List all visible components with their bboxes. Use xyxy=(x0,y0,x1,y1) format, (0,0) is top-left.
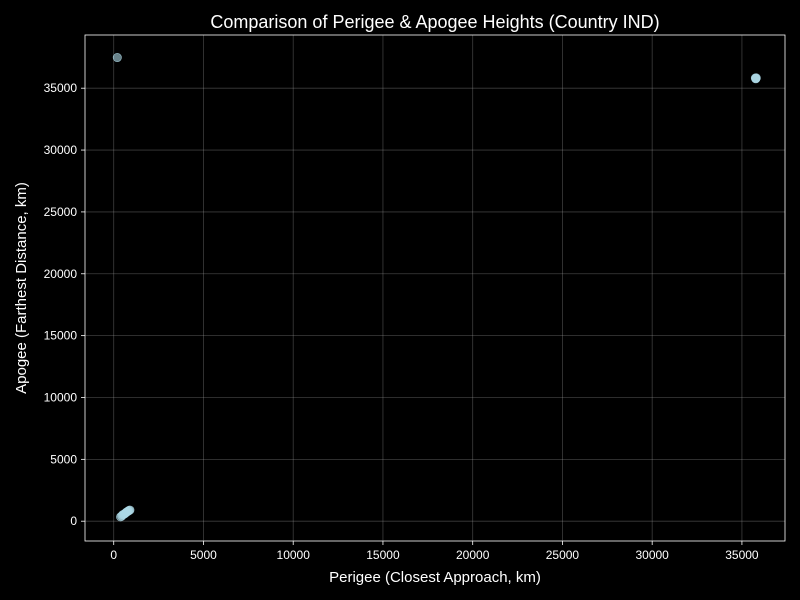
x-tick-label: 15000 xyxy=(366,548,400,562)
y-tick-label: 25000 xyxy=(44,205,78,219)
x-tick-label: 25000 xyxy=(546,548,580,562)
x-tick-label: 20000 xyxy=(456,548,490,562)
grid xyxy=(85,35,785,541)
y-tick-label: 10000 xyxy=(44,390,78,404)
x-tick-label: 5000 xyxy=(190,548,217,562)
y-axis-label: Apogee (Farthest Distance, km) xyxy=(13,182,30,394)
chart-title: Comparison of Perigee & Apogee Heights (… xyxy=(210,12,659,32)
x-tick-label: 10000 xyxy=(277,548,311,562)
x-tick-label: 35000 xyxy=(725,548,759,562)
x-axis-ticks: 0 5000 10000 15000 20000 25000 30000 35000 xyxy=(110,541,759,562)
y-tick-label: 20000 xyxy=(44,267,78,281)
y-tick-label: 0 xyxy=(70,514,77,528)
data-point xyxy=(751,74,761,84)
data-points xyxy=(112,53,761,522)
x-axis-label: Perigee (Closest Approach, km) xyxy=(329,569,541,586)
x-tick-label: 30000 xyxy=(635,548,669,562)
y-tick-label: 35000 xyxy=(44,81,78,95)
y-axis-ticks: 0 5000 10000 15000 20000 25000 30000 35000 xyxy=(44,81,85,528)
data-point xyxy=(112,53,122,63)
x-tick-label: 0 xyxy=(110,548,117,562)
y-tick-label: 30000 xyxy=(44,143,78,157)
y-tick-label: 15000 xyxy=(44,329,78,343)
data-point xyxy=(125,505,135,515)
plot-frame xyxy=(84,34,786,542)
y-tick-label: 5000 xyxy=(50,452,77,466)
